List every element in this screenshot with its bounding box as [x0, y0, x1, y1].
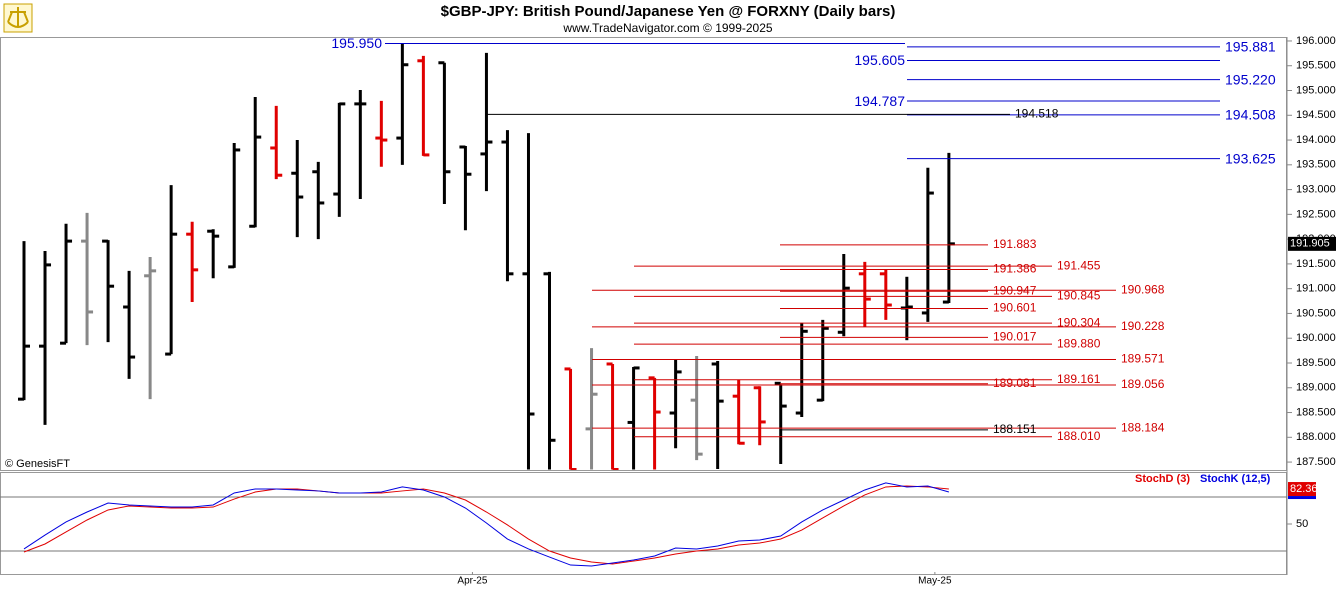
y-tick-label: 187.500 [1296, 456, 1336, 468]
legend-label: StochD (3) [1135, 473, 1190, 485]
level-label: 188.010 [1057, 429, 1101, 443]
level-label: 190.017 [993, 330, 1037, 344]
x-tick-label: May-25 [918, 576, 952, 587]
level-label: 188.151 [993, 422, 1037, 436]
y-tick-label: 195.500 [1296, 60, 1336, 72]
level-label: 193.625 [1225, 150, 1276, 166]
chart-subtitle: www.TradeNavigator.com © 1999-2025 [562, 21, 772, 35]
y-tick-label: 190.000 [1296, 332, 1336, 344]
level-label: 195.605 [854, 52, 905, 68]
credit: © GenesisFT [5, 458, 70, 470]
legend-label: StochK (12,5) [1200, 473, 1271, 485]
x-tick-label: Apr-25 [457, 576, 487, 587]
level-label: 191.455 [1057, 258, 1101, 272]
level-label: 194.787 [854, 93, 905, 109]
level-label: 191.883 [993, 237, 1037, 251]
y-tick-label: 196.000 [1296, 35, 1336, 47]
level-label: 194.518 [1015, 107, 1059, 121]
last-price-box [1288, 236, 1336, 251]
level-label: 195.881 [1225, 39, 1276, 55]
level-label: 191.386 [993, 262, 1037, 276]
last-value-box [1288, 482, 1316, 497]
level-label: 188.184 [1121, 420, 1165, 434]
y-tick-label: 189.500 [1296, 357, 1336, 369]
y-tick-label: 188.000 [1296, 431, 1336, 443]
level-label: 194.508 [1225, 107, 1276, 123]
stoch-line [23, 485, 949, 565]
level-label: 195.220 [1225, 71, 1276, 87]
y-tick-label: 193.500 [1296, 159, 1336, 171]
chart-title: $GBP-JPY: British Pound/Japanese Yen @ F… [441, 3, 896, 20]
y-tick-label: 194.500 [1296, 109, 1336, 121]
y-tick-label: 189.000 [1296, 382, 1336, 394]
y-tick-label: 50 [1296, 518, 1308, 530]
level-label: 190.228 [1121, 319, 1165, 333]
last-value-label: 82.36 [1290, 483, 1318, 495]
level-label: 189.081 [993, 376, 1037, 390]
y-tick-label: 190.500 [1296, 307, 1336, 319]
level-label: 189.880 [1057, 336, 1101, 350]
level-label: 189.571 [1121, 352, 1165, 366]
y-tick-label: 191.500 [1296, 258, 1336, 270]
y-tick-label: 192.500 [1296, 208, 1336, 220]
stoch-line [23, 482, 950, 567]
level-label: 190.947 [993, 283, 1037, 297]
level-label: 189.161 [1057, 372, 1101, 386]
y-tick-label: 188.500 [1296, 406, 1336, 418]
level-label: 189.056 [1121, 377, 1165, 391]
logo [3, 3, 33, 33]
last-price-label: 191.905 [1290, 238, 1330, 250]
y-tick-label: 194.000 [1296, 134, 1336, 146]
y-tick-label: 191.000 [1296, 283, 1336, 295]
y-tick-label: 195.000 [1296, 84, 1336, 96]
level-label: 190.845 [1057, 289, 1101, 303]
last-value-underline [1288, 496, 1316, 500]
level-label: 190.304 [1057, 315, 1101, 329]
level-label: 195.950 [331, 35, 382, 51]
level-label: 190.601 [993, 301, 1037, 315]
y-tick-label: 193.000 [1296, 183, 1336, 195]
level-label: 190.968 [1121, 282, 1165, 296]
